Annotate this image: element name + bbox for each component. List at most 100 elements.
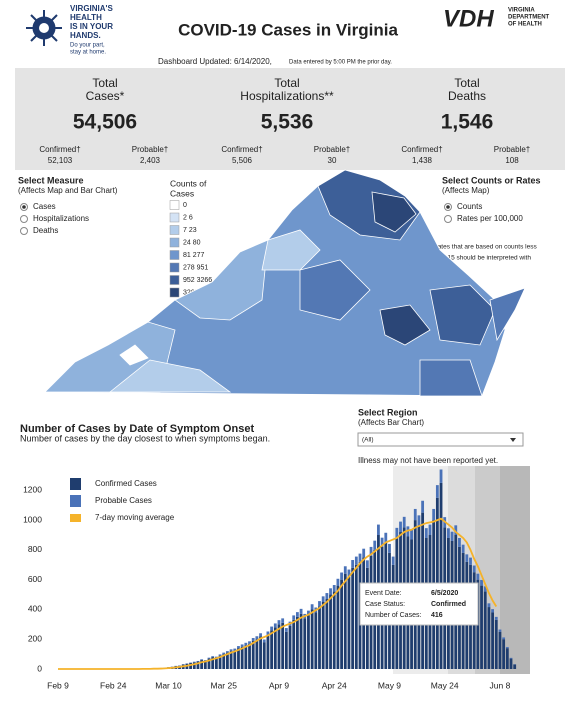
bar xyxy=(428,524,432,535)
tooltip-label: Case Status: xyxy=(365,601,405,608)
rates-note: than 15 should be interpreted with xyxy=(433,255,531,262)
tooltip-value: 416 xyxy=(431,612,443,619)
bar xyxy=(295,616,299,669)
kpi-title: Cases* xyxy=(86,89,125,103)
bar xyxy=(251,640,255,669)
bar xyxy=(211,657,215,669)
bar xyxy=(410,529,413,540)
page-title: COVID-19 Cases in Virginia xyxy=(178,20,398,39)
bar xyxy=(284,631,288,669)
bar xyxy=(487,603,491,608)
legend-swatch xyxy=(70,514,81,522)
radio[interactable] xyxy=(20,227,28,235)
bar xyxy=(299,613,303,669)
logo-line: VIRGINIA'S xyxy=(70,4,113,13)
bar xyxy=(435,485,439,498)
bar xyxy=(229,649,233,652)
bar xyxy=(377,524,380,535)
tooltip-label: Number of Cases: xyxy=(365,612,421,619)
bar xyxy=(196,660,200,662)
bar xyxy=(270,626,274,631)
bar xyxy=(391,556,395,565)
bar xyxy=(310,604,314,610)
bar xyxy=(222,652,226,655)
map-legend-title: Cases xyxy=(170,188,194,198)
bar xyxy=(472,565,476,573)
logo-icon xyxy=(26,10,62,46)
y-tick-label: 1000 xyxy=(23,514,42,524)
bar xyxy=(207,658,211,669)
legend-label: 952 3266 xyxy=(183,277,212,284)
bar xyxy=(336,578,340,586)
radio-label: Deaths xyxy=(33,226,58,235)
bar xyxy=(233,650,237,669)
bar xyxy=(491,609,494,613)
vdh-name: VIRGINIA xyxy=(508,8,535,14)
control-subtitle: (Affects Map) xyxy=(442,186,490,195)
kpi-total: 54,506 xyxy=(73,111,137,134)
control-title: Select Measure xyxy=(18,175,84,185)
dropdown-arrow xyxy=(510,438,516,442)
bar xyxy=(229,651,233,669)
bar xyxy=(373,540,377,550)
radio[interactable] xyxy=(444,215,452,223)
legend-swatch xyxy=(169,250,180,260)
kpi-total: 1,546 xyxy=(441,111,494,134)
kpi-value: 108 xyxy=(505,156,519,165)
bar xyxy=(494,619,498,669)
region-dropdown[interactable] xyxy=(357,432,524,447)
bar xyxy=(262,639,266,643)
bar xyxy=(413,508,417,521)
bar xyxy=(251,638,255,641)
kpis: TotalCases*54,506Confirmed†52,103Probabl… xyxy=(39,76,530,165)
bar xyxy=(207,657,211,659)
bar xyxy=(476,573,480,580)
bar xyxy=(347,576,351,669)
radio[interactable] xyxy=(20,215,28,223)
bar xyxy=(417,515,421,527)
legend-swatch xyxy=(169,275,180,285)
bar xyxy=(395,527,399,538)
kpi-title: Deaths xyxy=(448,89,486,103)
legend-swatch xyxy=(169,212,180,223)
bar xyxy=(439,482,443,669)
bar xyxy=(248,643,251,669)
bar xyxy=(498,631,502,669)
tooltip-box xyxy=(359,582,479,626)
bar xyxy=(336,585,340,669)
bar xyxy=(277,624,281,669)
map xyxy=(44,169,526,397)
control-subtitle: (Affects Map and Bar Chart) xyxy=(18,186,118,195)
bar xyxy=(226,652,229,669)
legend-label: 0 xyxy=(183,202,187,209)
bar xyxy=(388,543,391,553)
radio-dot xyxy=(446,205,450,209)
map-legend-title: Counts of xyxy=(170,178,207,188)
bar xyxy=(343,573,347,669)
legend-swatch xyxy=(169,225,180,235)
rates-note: Rates that are based on counts less xyxy=(433,244,537,251)
x-tick-label: Mar 10 xyxy=(155,680,182,690)
bar xyxy=(354,564,358,669)
kpi-label: Confirmed† xyxy=(401,145,442,154)
legend-label: 2 6 xyxy=(183,214,193,221)
bar xyxy=(380,537,384,547)
x-tick-label: Jun 8 xyxy=(490,680,511,690)
chart-note: Illness may not have been reported yet. xyxy=(358,456,498,465)
bar xyxy=(192,662,196,669)
x-tick-label: May 9 xyxy=(378,680,401,690)
control-title: Select Counts or Rates xyxy=(442,175,541,185)
bar xyxy=(340,572,343,580)
bar xyxy=(203,660,207,669)
bar xyxy=(502,639,506,669)
bar xyxy=(244,642,248,646)
bar xyxy=(200,660,204,669)
region-title: Select Region xyxy=(358,407,418,417)
bar xyxy=(321,602,325,669)
bar xyxy=(432,508,436,521)
bar xyxy=(222,654,226,669)
bar xyxy=(354,556,358,565)
legend-swatch xyxy=(70,478,81,490)
legend-label: Confirmed Cases xyxy=(95,479,157,488)
bar xyxy=(288,625,292,669)
